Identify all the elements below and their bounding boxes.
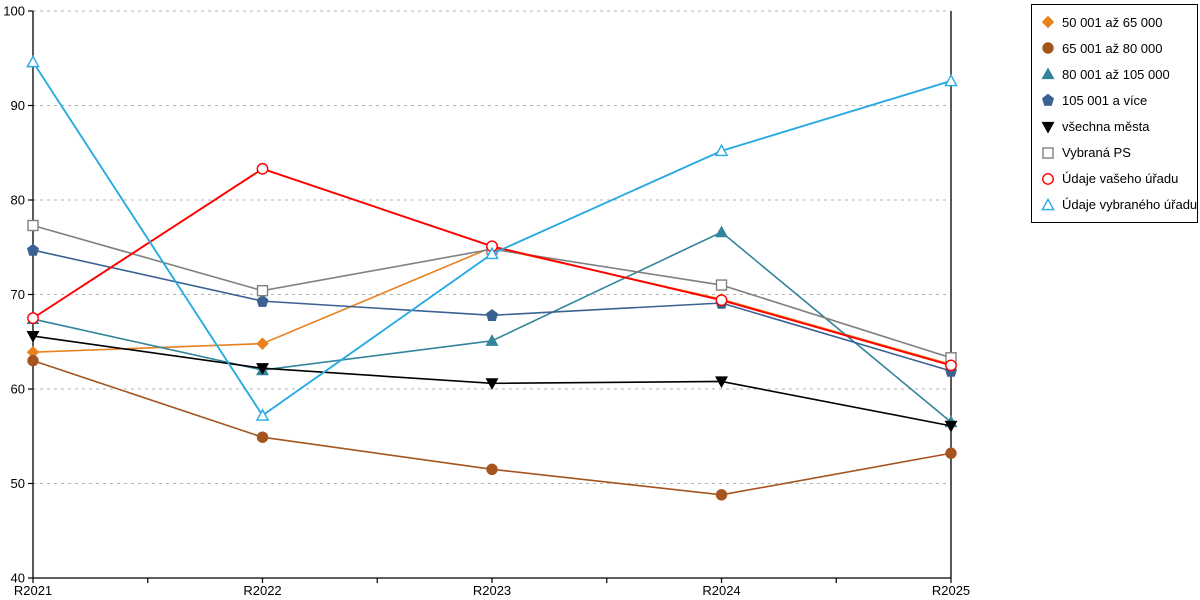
legend-marker-open-triangle bbox=[1041, 197, 1055, 212]
legend-marker-open-square bbox=[1041, 146, 1055, 160]
data-point-triangle-down bbox=[1041, 121, 1055, 134]
data-point-diamond bbox=[1041, 15, 1055, 29]
x-tick-label: R2021 bbox=[14, 583, 52, 598]
data-point-circle bbox=[486, 463, 498, 476]
data-point-triangle-up bbox=[255, 408, 270, 421]
legend-label: Údaje vašeho úřadu bbox=[1062, 171, 1179, 187]
x-tick-label: R2022 bbox=[243, 583, 281, 598]
x-tick-label: R2025 bbox=[932, 583, 970, 598]
data-point-pentagon bbox=[486, 309, 498, 321]
data-point-circle bbox=[715, 294, 728, 307]
legend-marker-pentagon bbox=[1041, 93, 1055, 107]
legend-marker-glyph bbox=[1042, 172, 1054, 185]
data-point-circle bbox=[945, 447, 957, 459]
data-point-square bbox=[27, 219, 39, 232]
series-všechna-města bbox=[26, 330, 958, 433]
series-65-001-až-80-000 bbox=[27, 354, 957, 501]
legend-item-2: 80 001 až 105 000 bbox=[1041, 62, 1193, 86]
data-point-pentagon bbox=[256, 294, 269, 307]
data-point-triangle-up bbox=[485, 334, 499, 346]
data-point-circle bbox=[715, 489, 728, 501]
legend-marker-glyph bbox=[1041, 197, 1055, 211]
data-point-circle bbox=[945, 359, 957, 372]
y-tick-label: 90 bbox=[11, 98, 25, 113]
series-50-001-až-65-000 bbox=[26, 241, 958, 371]
legend: 50 001 až 65 000 65 001 až 80 000 80 001… bbox=[1031, 4, 1198, 223]
legend-label: Údaje vybraného úřadu bbox=[1062, 197, 1198, 213]
legend-item-6: Údaje vašeho úřadu bbox=[1041, 167, 1193, 191]
legend-label: Vybraná PS bbox=[1062, 145, 1131, 161]
y-tick-label: 40 bbox=[11, 571, 25, 586]
series-line bbox=[32, 61, 952, 417]
data-point-circle bbox=[256, 162, 269, 175]
legend-marker-diamond bbox=[1041, 15, 1055, 29]
legend-item-5: Vybraná PS bbox=[1041, 141, 1193, 165]
legend-marker-open-circle bbox=[1041, 172, 1055, 186]
y-tick-label: 60 bbox=[11, 382, 25, 397]
legend-item-3: 105 001 a více bbox=[1041, 88, 1193, 112]
legend-marker-glyph bbox=[1041, 67, 1055, 80]
y-tick-label: 80 bbox=[11, 193, 25, 208]
data-point-square bbox=[256, 285, 269, 297]
legend-label: všechna města bbox=[1062, 119, 1150, 135]
data-point-triangle-up bbox=[485, 246, 499, 260]
legend-item-4: všechna města bbox=[1041, 115, 1193, 139]
data-point-circle bbox=[1042, 42, 1054, 54]
data-point-square bbox=[1042, 147, 1054, 159]
data-point-circle bbox=[27, 312, 39, 325]
legend-label: 80 001 až 105 000 bbox=[1062, 66, 1170, 82]
data-point-triangle-up bbox=[1041, 67, 1055, 80]
x-tick-label: R2023 bbox=[473, 583, 511, 598]
legend-label: 65 001 až 80 000 bbox=[1062, 40, 1163, 56]
data-point-circle bbox=[27, 354, 39, 367]
y-tick-label: 70 bbox=[11, 287, 25, 302]
data-point-triangle-down bbox=[256, 363, 269, 375]
data-point-triangle-up bbox=[944, 73, 958, 87]
legend-item-7: Údaje vybraného úřadu bbox=[1041, 193, 1197, 217]
data-point-pentagon bbox=[1042, 94, 1054, 107]
data-point-triangle-up bbox=[714, 143, 729, 157]
legend-label: 105 001 a více bbox=[1062, 92, 1148, 108]
legend-item-0: 50 001 až 65 000 bbox=[1041, 10, 1193, 34]
y-tick-label: 100 bbox=[3, 4, 25, 19]
x-tick-label: R2024 bbox=[702, 583, 740, 598]
legend-marker-circle bbox=[1041, 41, 1055, 55]
legend-item-1: 65 001 až 80 000 bbox=[1041, 36, 1193, 60]
data-point-triangle-down bbox=[26, 330, 40, 343]
data-point-pentagon bbox=[27, 243, 39, 256]
legend-marker-glyph bbox=[1041, 121, 1055, 134]
data-point-square bbox=[715, 279, 728, 291]
legend-marker-glyph bbox=[1042, 42, 1054, 54]
data-point-triangle-up bbox=[715, 225, 728, 238]
data-point-triangle-down bbox=[715, 376, 728, 389]
legend-marker-glyph bbox=[1041, 15, 1055, 29]
data-point-triangle-up bbox=[26, 54, 40, 68]
data-point-circle bbox=[1042, 172, 1054, 185]
legend-marker-triangle-down bbox=[1041, 120, 1055, 134]
legend-label: 50 001 až 65 000 bbox=[1062, 14, 1163, 30]
legend-marker-glyph bbox=[1042, 147, 1054, 159]
data-point-triangle-down bbox=[944, 420, 958, 433]
legend-marker-triangle-up bbox=[1041, 67, 1055, 81]
series-údaje-vašeho-úřadu bbox=[27, 162, 957, 372]
legend-marker-glyph bbox=[1042, 94, 1054, 107]
series-údaje-vybraného-úřadu bbox=[26, 54, 958, 421]
data-point-diamond bbox=[256, 337, 269, 350]
y-tick-label: 50 bbox=[11, 476, 25, 491]
data-point-triangle-down bbox=[485, 378, 499, 390]
data-point-triangle-up bbox=[1041, 197, 1055, 211]
data-point-circle bbox=[256, 431, 269, 443]
